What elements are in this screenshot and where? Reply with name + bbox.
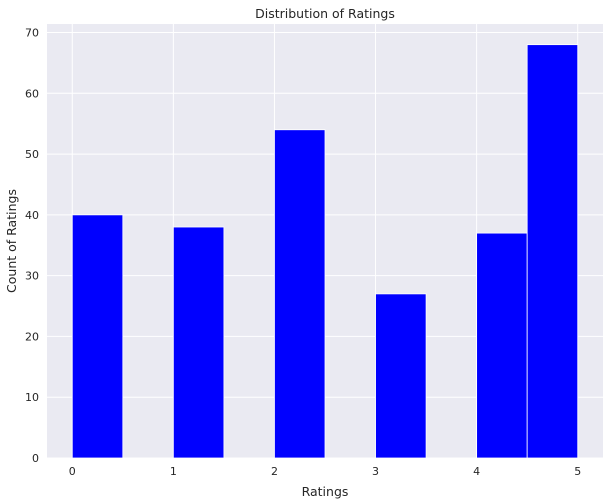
x-tick-label: 4 [473, 465, 480, 478]
x-axis-label: Ratings [302, 484, 349, 499]
histogram-bar [71, 214, 124, 459]
chart-title: Distribution of Ratings [255, 6, 395, 21]
y-tick-label: 70 [25, 27, 39, 40]
y-tick-label: 50 [25, 148, 39, 161]
histogram-bar [274, 129, 326, 459]
x-tick-label: 0 [69, 465, 76, 478]
y-tick-label: 20 [25, 330, 39, 343]
x-tick-label: 2 [271, 465, 278, 478]
histogram-bar [375, 293, 427, 459]
x-tick-label: 1 [170, 465, 177, 478]
y-tick-label: 40 [25, 209, 39, 222]
histogram-bar [476, 232, 528, 459]
histogram-bars [71, 44, 579, 459]
histogram-bar [526, 44, 579, 459]
y-tick-label: 60 [25, 87, 39, 100]
y-axis-label: Count of Ratings [4, 189, 19, 293]
y-tick-label: 10 [25, 391, 39, 404]
x-tick-label: 5 [574, 465, 581, 478]
y-tick-labels: 0 10 20 30 40 50 60 70 [25, 27, 39, 465]
y-tick-label: 0 [32, 452, 39, 465]
x-tick-labels: 0 1 2 3 4 5 [69, 465, 581, 478]
histogram-bar [172, 226, 225, 459]
x-tick-label: 3 [372, 465, 379, 478]
y-tick-label: 30 [25, 270, 39, 283]
